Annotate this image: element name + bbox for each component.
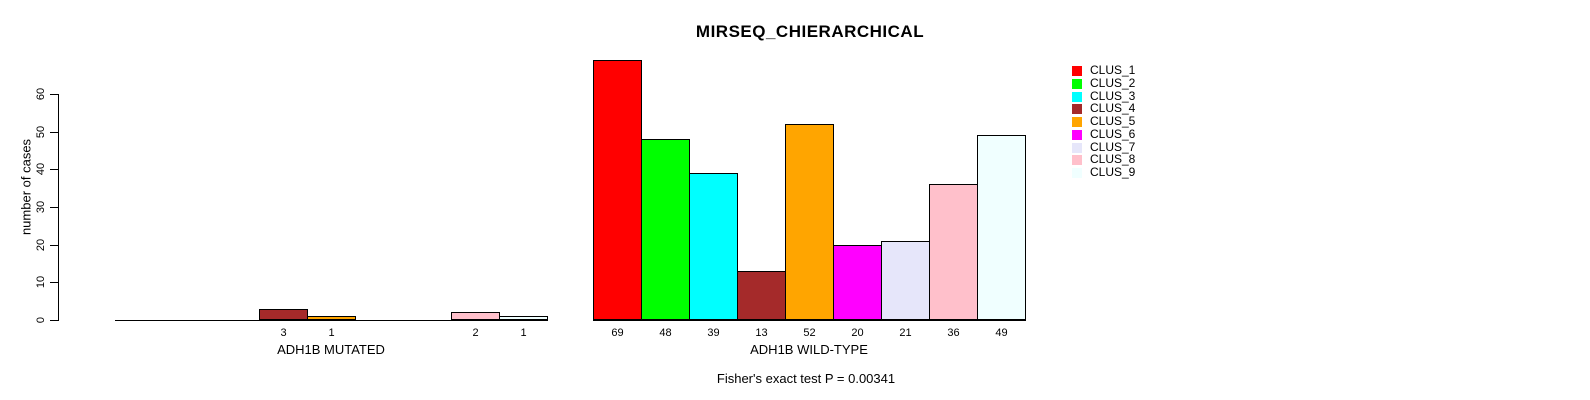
y-axis-tick-label: 40 bbox=[35, 162, 47, 176]
fisher-test-annotation: Fisher's exact test P = 0.00341 bbox=[716, 371, 896, 386]
y-axis-tick bbox=[50, 207, 58, 208]
bar-clus_7 bbox=[881, 241, 930, 320]
legend-swatch bbox=[1072, 142, 1082, 153]
legend-label: CLUS_1 bbox=[1090, 63, 1136, 77]
bar-value-label: 49 bbox=[995, 327, 1008, 339]
y-axis-tick-label: 20 bbox=[35, 238, 47, 252]
y-axis-line bbox=[58, 94, 59, 321]
bar-value-label: 48 bbox=[659, 327, 672, 339]
y-axis-tick-label: 60 bbox=[35, 87, 47, 101]
legend-label: CLUS_5 bbox=[1090, 114, 1136, 128]
legend-label: CLUS_2 bbox=[1090, 76, 1136, 90]
x-axis-group-label: ADH1B WILD-TYPE bbox=[750, 342, 868, 357]
legend-swatch bbox=[1072, 65, 1082, 76]
x-axis-group-label: ADH1B MUTATED bbox=[277, 342, 385, 357]
legend-item: CLUS_9 bbox=[1072, 165, 1136, 179]
legend-item: CLUS_7 bbox=[1072, 140, 1136, 154]
legend-swatch bbox=[1072, 103, 1082, 114]
bar-clus_5 bbox=[307, 316, 356, 320]
y-axis-tick-label: 30 bbox=[35, 200, 47, 214]
bar-value-label: 2 bbox=[472, 327, 479, 339]
bar-clus_9 bbox=[977, 135, 1026, 320]
y-axis-tick bbox=[50, 94, 58, 95]
bar-clus_5 bbox=[785, 124, 834, 320]
legend-swatch bbox=[1072, 154, 1082, 165]
legend-label: CLUS_9 bbox=[1090, 165, 1136, 179]
bar-value-label: 36 bbox=[947, 327, 960, 339]
bar-value-label: 69 bbox=[611, 327, 624, 339]
legend-label: CLUS_6 bbox=[1090, 127, 1136, 141]
bar-value-label: 1 bbox=[328, 327, 335, 339]
bar-clus_1 bbox=[593, 60, 642, 320]
legend-item: CLUS_4 bbox=[1072, 101, 1136, 115]
legend-label: CLUS_7 bbox=[1090, 140, 1136, 154]
bar-value-label: 3 bbox=[280, 327, 287, 339]
y-axis-tick bbox=[50, 169, 58, 170]
y-axis-tick bbox=[50, 245, 58, 246]
legend-item: CLUS_3 bbox=[1072, 89, 1136, 103]
bar-clus_4 bbox=[259, 309, 308, 320]
bar-clus_3 bbox=[689, 173, 738, 320]
legend-item: CLUS_6 bbox=[1072, 127, 1136, 141]
group-baseline bbox=[115, 320, 548, 321]
y-axis-tick-label: 50 bbox=[35, 125, 47, 139]
legend-swatch bbox=[1072, 91, 1082, 102]
legend-item: CLUS_1 bbox=[1072, 63, 1136, 77]
bar-clus_8 bbox=[929, 184, 978, 320]
bar-value-label: 52 bbox=[803, 327, 816, 339]
y-axis-tick bbox=[50, 132, 58, 133]
bar-clus_8 bbox=[451, 312, 500, 320]
legend-item: CLUS_5 bbox=[1072, 114, 1136, 128]
y-axis-label: number of cases bbox=[18, 138, 34, 236]
bar-value-label: 39 bbox=[707, 327, 720, 339]
bar-clus_6 bbox=[833, 245, 882, 320]
legend-item: CLUS_8 bbox=[1072, 152, 1136, 166]
group-baseline bbox=[593, 320, 1026, 321]
bar-clus_2 bbox=[641, 139, 690, 320]
y-axis-tick-label: 10 bbox=[35, 275, 47, 289]
y-axis-tick bbox=[50, 320, 58, 321]
bar-value-label: 1 bbox=[520, 327, 527, 339]
y-axis-tick-label: 0 bbox=[35, 316, 47, 324]
chart-title: MIRSEQ_CHIERARCHICAL bbox=[695, 22, 925, 41]
bar-clus_4 bbox=[737, 271, 786, 320]
legend-label: CLUS_8 bbox=[1090, 152, 1136, 166]
legend-label: CLUS_3 bbox=[1090, 89, 1136, 103]
legend-item: CLUS_2 bbox=[1072, 76, 1136, 90]
bar-clus_9 bbox=[499, 316, 548, 320]
bar-value-label: 20 bbox=[851, 327, 864, 339]
bar-value-label: 13 bbox=[755, 327, 768, 339]
legend-swatch bbox=[1072, 129, 1082, 140]
y-axis-tick bbox=[50, 282, 58, 283]
legend-swatch bbox=[1072, 78, 1082, 89]
legend-label: CLUS_4 bbox=[1090, 101, 1136, 115]
legend-swatch bbox=[1072, 167, 1082, 178]
legend-swatch bbox=[1072, 116, 1082, 127]
bar-value-label: 21 bbox=[899, 327, 912, 339]
